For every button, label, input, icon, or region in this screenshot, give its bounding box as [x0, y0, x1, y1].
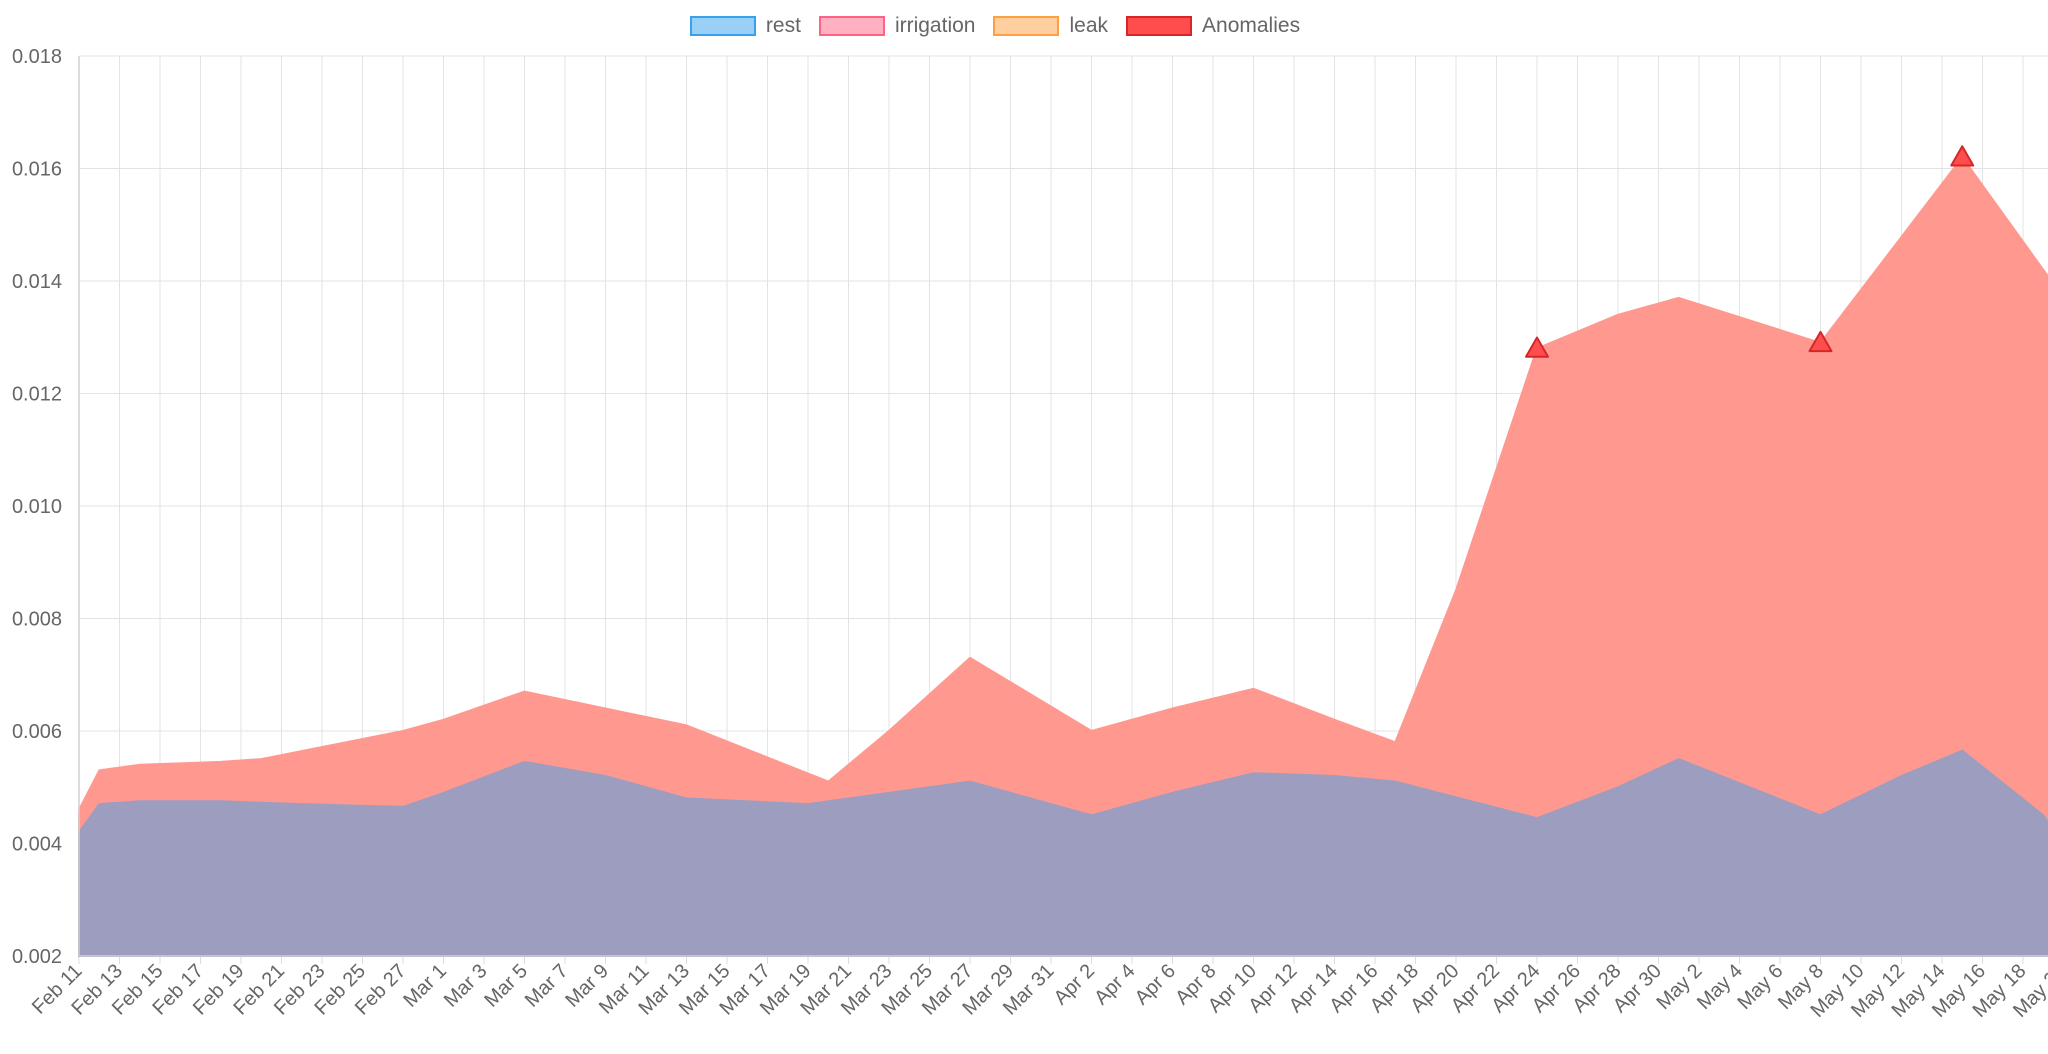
legend-item-rest[interactable]: rest: [689, 14, 801, 38]
anomaly-markers: [1525, 145, 1975, 358]
y-tick-label: 0.008: [12, 609, 62, 631]
axes: [78, 56, 2048, 957]
x-tick-label: Apr 6: [1131, 960, 1180, 1009]
legend-item-leak[interactable]: leak: [993, 14, 1108, 38]
y-tick-label: 0.006: [12, 721, 62, 743]
x-tick-label: Mar 5: [480, 960, 532, 1012]
x-tick-label: Apr 2: [1050, 960, 1099, 1009]
y-tick-label: 0.002: [12, 946, 62, 968]
legend-label-leak: leak: [1069, 14, 1109, 37]
y-tick-label: 0.004: [12, 834, 62, 856]
legend-swatch-leak: [993, 16, 1060, 36]
area-rest: [78, 749, 2048, 957]
anomaly-marker[interactable]: [1525, 336, 1549, 358]
y-tick-label: 0.012: [12, 384, 62, 406]
legend-swatch-irrigation: [818, 16, 885, 36]
x-tick-label: May 6: [1733, 960, 1787, 1014]
stacked-areas: [78, 156, 2048, 957]
x-tick-label: Mar 7: [521, 960, 573, 1012]
anomaly-marker[interactable]: [1808, 330, 1833, 353]
x-tick-label: Mar 1: [399, 960, 451, 1012]
x-tick-label: Apr 4: [1090, 960, 1139, 1009]
chart-legend: rest irrigation leak Anomalies: [0, 14, 1990, 38]
y-axis-ticks: 0.002 0.004 0.006 0.008 0.010 0.012 0.014 0.016…: [12, 46, 62, 968]
anomaly-marker[interactable]: [1950, 145, 1975, 167]
legend-label-anomalies: Anomalies: [1202, 14, 1301, 37]
y-tick-label: 0.016: [12, 159, 62, 181]
y-tick-label: 0.010: [12, 496, 62, 518]
x-tick-label: Mar 3: [440, 960, 492, 1012]
legend-item-anomalies[interactable]: Anomalies: [1126, 14, 1300, 38]
y-tick-label: 0.018: [12, 46, 62, 68]
area-irrigation: [78, 156, 2048, 957]
x-tick-label: May 4: [1693, 960, 1747, 1014]
legend-label-rest: rest: [765, 14, 801, 37]
legend-label-irrigation: irrigation: [894, 14, 976, 37]
legend-item-irrigation[interactable]: irrigation: [818, 14, 976, 38]
y-tick-label: 0.014: [12, 271, 62, 293]
legend-swatch-anomalies: [1126, 16, 1193, 36]
x-tick-label: May 2: [1652, 960, 1706, 1014]
legend-swatch-rest: [689, 16, 756, 36]
